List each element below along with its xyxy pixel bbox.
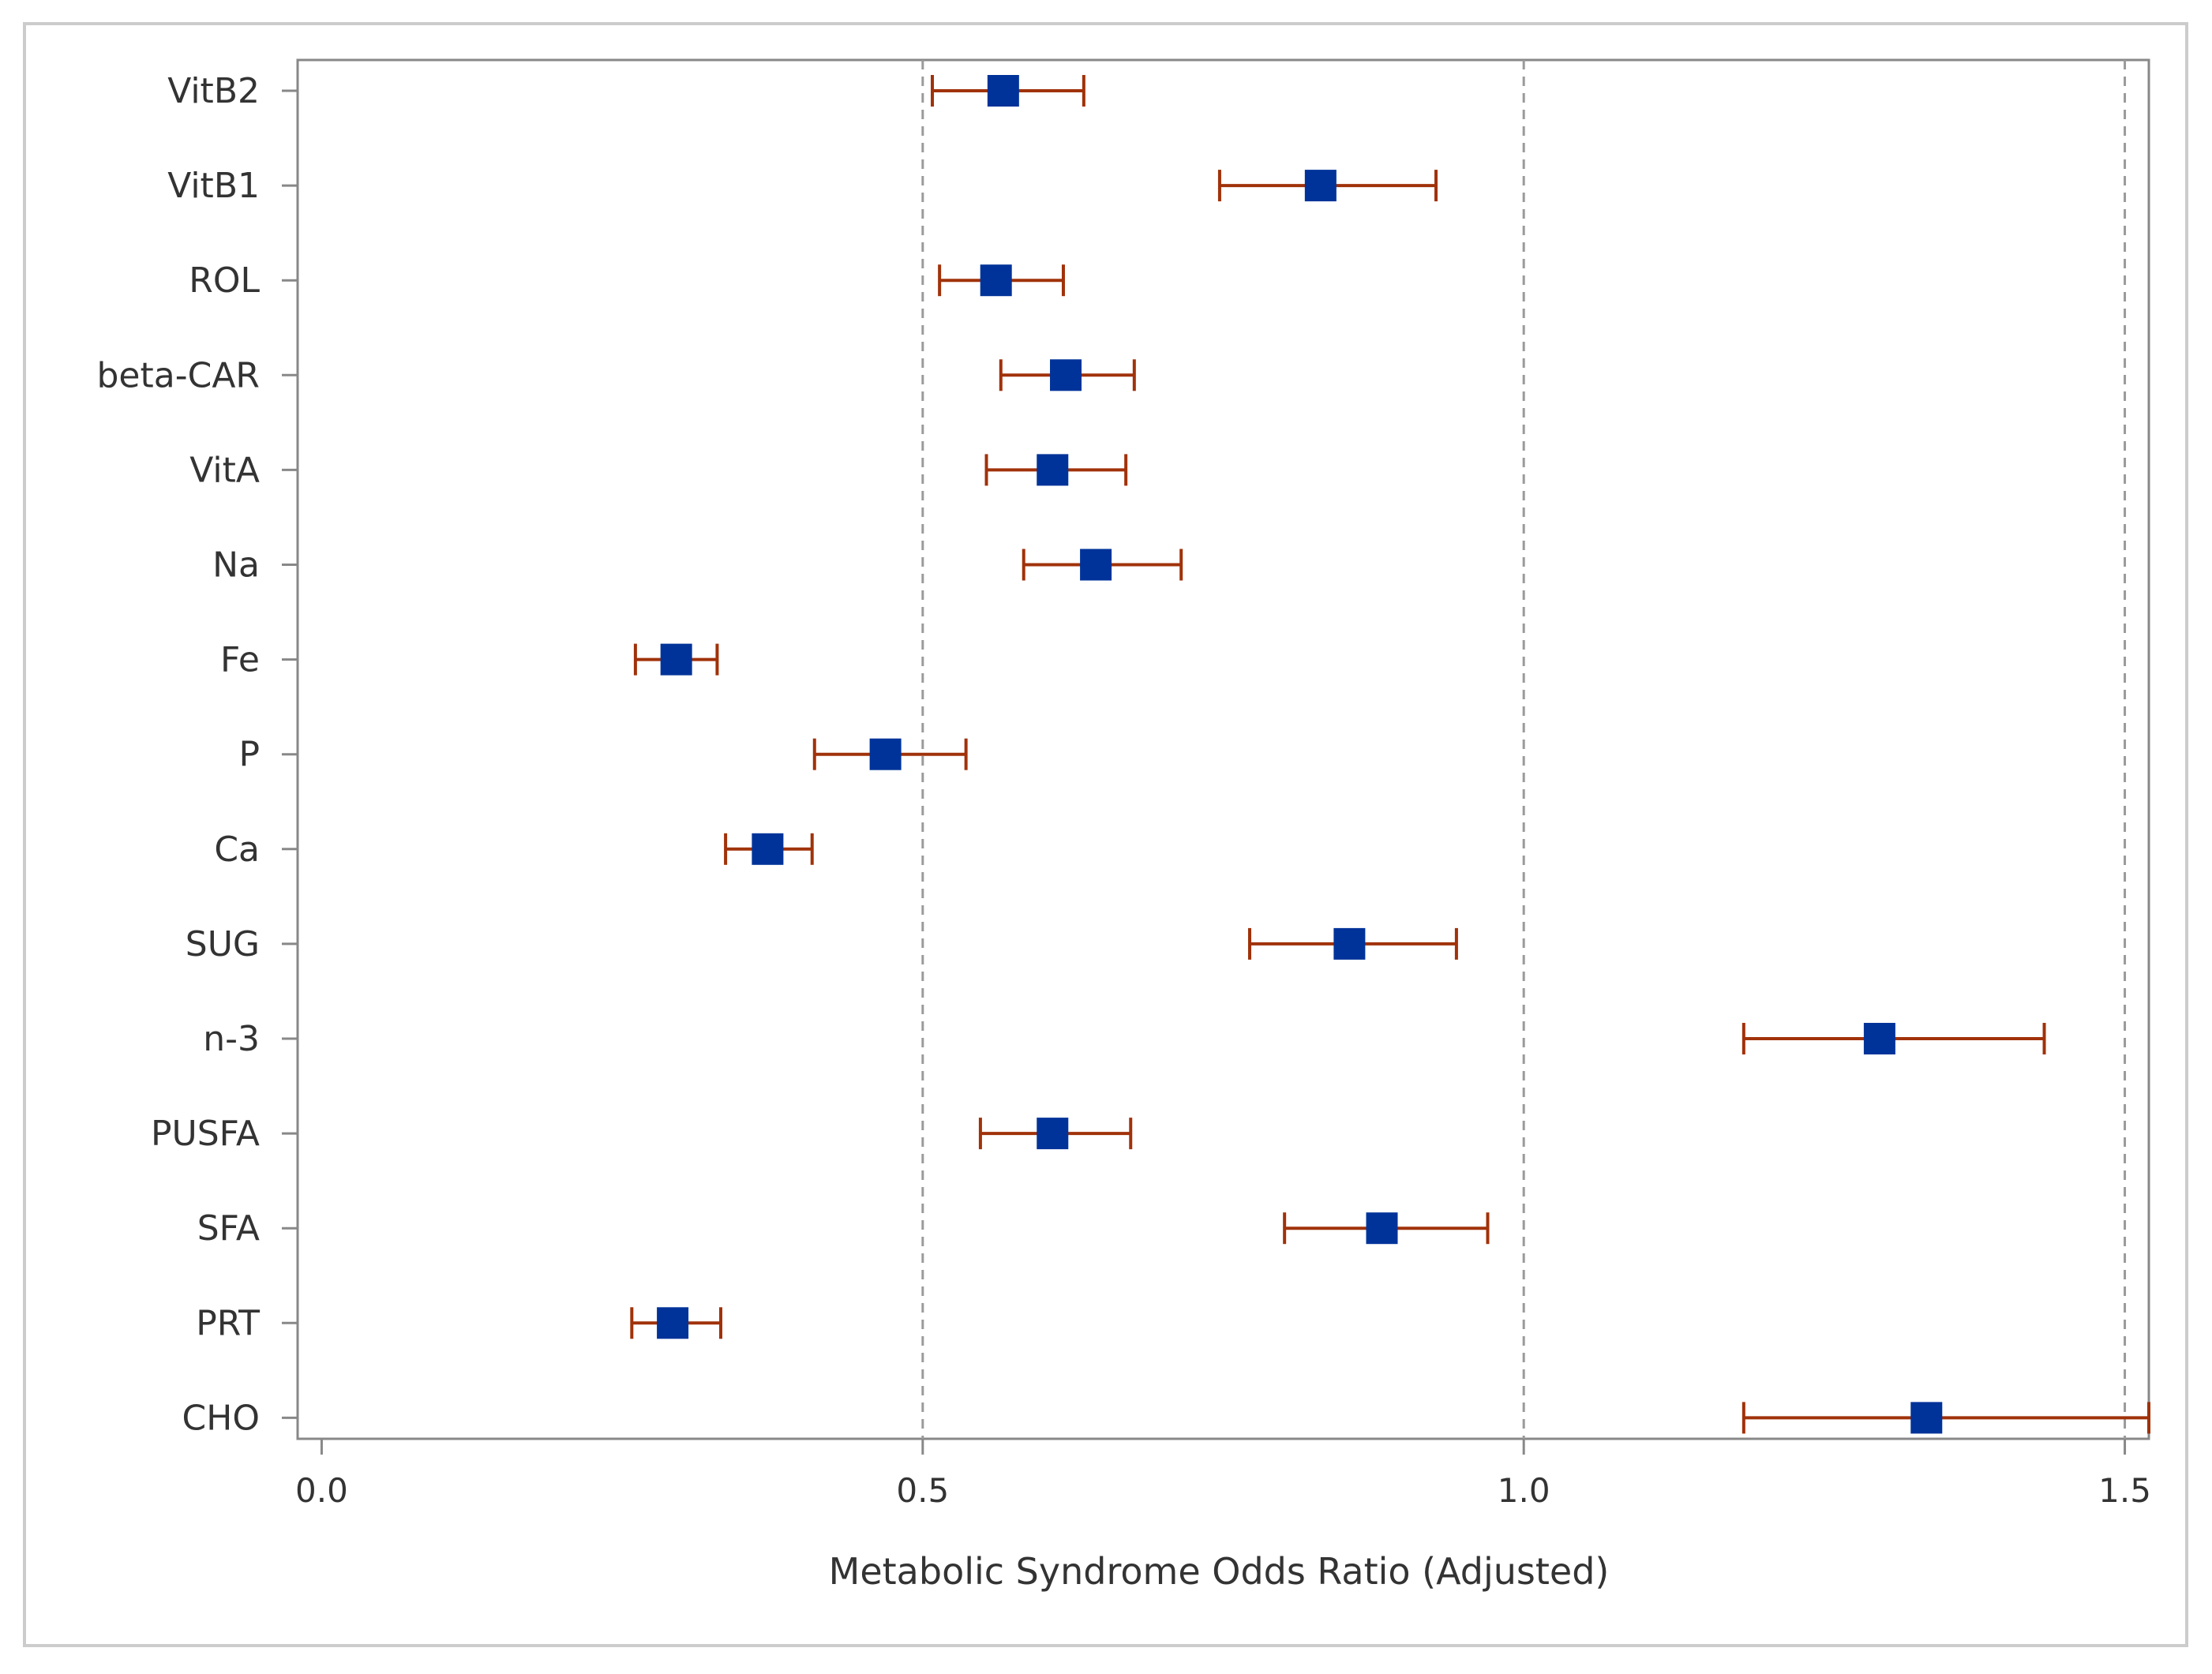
- estimate-row-beta-car: [999, 359, 1136, 391]
- category-label: Fe: [220, 640, 260, 680]
- point-estimate-marker: [1863, 1023, 1895, 1054]
- category-label: Ca: [214, 830, 260, 870]
- category-label: n-3: [203, 1019, 260, 1059]
- y-axis: VitB2 VitB1 ROL beta-CAR VitA Na Fe P Ca SUG n-3 PU…: [97, 71, 298, 1438]
- estimate-row-p: [812, 738, 968, 770]
- category-label: P: [238, 735, 260, 775]
- x-tick-label: 1.5: [2098, 1471, 2151, 1510]
- point-estimate-marker: [1080, 549, 1112, 581]
- estimate-row-sug: [1248, 927, 1458, 960]
- outer-frame: [23, 22, 2188, 1647]
- point-estimate-marker: [869, 738, 902, 770]
- point-estimate-marker: [1037, 1118, 1069, 1150]
- estimate-row-cho: [1741, 1402, 2150, 1434]
- point-estimate-marker: [1366, 1212, 1398, 1245]
- point-estimate-marker: [657, 1307, 689, 1339]
- x-tick-label: 0.5: [896, 1471, 949, 1510]
- estimate-row-vitb1: [1217, 170, 1438, 202]
- estimate-row-na: [1022, 549, 1183, 581]
- plot-area-frame: [296, 58, 2150, 1440]
- reference-lines: [921, 60, 2127, 1439]
- category-label: PRT: [196, 1303, 260, 1343]
- data-marks: [630, 75, 2150, 1434]
- category-label: ROL: [189, 260, 260, 301]
- category-label: PUSFA: [151, 1114, 260, 1154]
- point-estimate-marker: [752, 833, 784, 865]
- category-label: SFA: [197, 1208, 260, 1249]
- estimate-row-fe: [633, 643, 719, 676]
- estimate-row-prt: [630, 1307, 722, 1339]
- estimate-row-vita: [984, 454, 1128, 486]
- point-estimate-marker: [1910, 1402, 1943, 1434]
- category-label: beta-CAR: [97, 355, 261, 395]
- estimate-row-sfa: [1283, 1212, 1490, 1245]
- category-label: VitB1: [167, 166, 260, 206]
- category-label: SUG: [186, 924, 260, 964]
- point-estimate-marker: [1050, 359, 1082, 391]
- x-tick-label: 1.0: [1498, 1471, 1550, 1510]
- x-axis-title: Metabolic Syndrome Odds Ratio (Adjusted): [829, 1550, 1610, 1593]
- estimate-row-rol: [938, 264, 1065, 297]
- category-label: VitB2: [167, 71, 260, 111]
- point-estimate-marker: [660, 643, 692, 676]
- category-label: VitA: [189, 450, 260, 490]
- estimate-row-vitb2: [931, 75, 1085, 107]
- category-label: CHO: [182, 1398, 260, 1438]
- estimate-row-ca: [724, 833, 814, 865]
- point-estimate-marker: [987, 75, 1019, 107]
- x-tick-label: 0.0: [295, 1471, 348, 1510]
- category-label: Na: [212, 545, 260, 586]
- estimate-row-pusfa: [978, 1118, 1133, 1150]
- x-axis: 0.0 0.5 1.0 1.5: [295, 1439, 2151, 1510]
- point-estimate-marker: [1304, 170, 1337, 202]
- point-estimate-marker: [1037, 454, 1069, 486]
- point-estimate-marker: [1333, 927, 1366, 960]
- estimate-row-n-3: [1741, 1023, 2046, 1054]
- point-estimate-marker: [980, 264, 1012, 297]
